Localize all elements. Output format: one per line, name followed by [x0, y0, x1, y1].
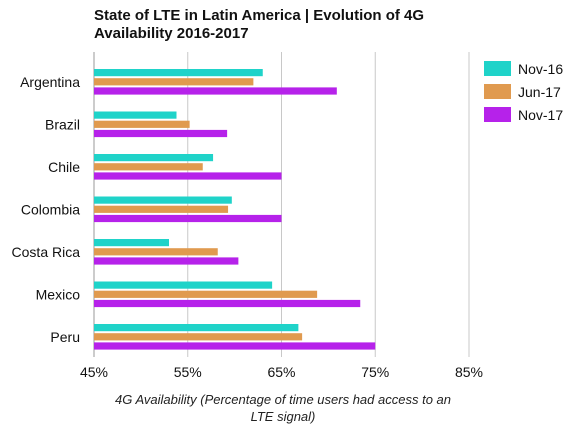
chart-title-line-2: Availability 2016-2017: [94, 25, 249, 42]
gridlines: [93, 52, 470, 357]
bar-peru-jun-17: [94, 333, 303, 341]
category-label: Mexico: [36, 286, 81, 302]
bar-colombia-nov-17: [94, 214, 282, 223]
bar-chile-nov-16: [94, 154, 214, 162]
x-tick-label: 75%: [361, 364, 389, 380]
bar-peru-nov-16: [94, 324, 299, 332]
bar-costa-rica-nov-17: [94, 257, 239, 265]
bar-mexico-jun-17: [94, 290, 318, 298]
legend-swatch-jun-17: [484, 84, 511, 99]
legend-label-nov-17: Nov-17: [518, 107, 563, 123]
bar-mexico-nov-17: [94, 299, 361, 308]
legend-swatch-nov-16: [484, 61, 511, 76]
x-tick-labels: 45% 55% 65% 75% 85%: [80, 364, 483, 380]
bar-argentina-jun-17: [94, 78, 254, 86]
bar-argentina-nov-16: [94, 69, 263, 77]
category-label: Colombia: [21, 201, 80, 217]
bar-peru-nov-17: [94, 342, 376, 350]
bar-colombia-jun-17: [94, 205, 229, 213]
bars: [94, 69, 376, 350]
category-label: Chile: [48, 159, 80, 175]
category-label: Costa Rica: [12, 244, 81, 260]
x-tick-label: 85%: [455, 364, 483, 380]
bar-chile-jun-17: [94, 163, 203, 171]
legend-swatch-nov-17: [484, 107, 511, 122]
bar-brazil-nov-17: [94, 129, 228, 138]
bar-colombia-nov-16: [94, 196, 232, 204]
x-tick-label: 45%: [80, 364, 108, 380]
legend: Nov-16 Jun-17 Nov-17: [484, 61, 563, 123]
category-label: Argentina: [20, 74, 80, 90]
bar-brazil-jun-17: [94, 120, 190, 128]
bar-chile-nov-17: [94, 172, 282, 180]
legend-label-jun-17: Jun-17: [518, 84, 561, 100]
category-labels: Argentina Brazil Chile Colombia Costa Rica Me…: [12, 74, 81, 345]
legend-label-nov-16: Nov-16: [518, 61, 563, 77]
chart-title-line-1: State of LTE in Latin America | Evolutio…: [94, 7, 424, 24]
x-axis-label-line-2: LTE signal): [251, 409, 316, 424]
bar-mexico-nov-16: [94, 281, 273, 289]
x-axis-label-line-1: 4G Availability (Percentage of time user…: [115, 392, 451, 407]
bar-costa-rica-nov-16: [94, 239, 169, 247]
bar-costa-rica-jun-17: [94, 248, 218, 256]
x-tick-label: 55%: [174, 364, 202, 380]
category-label: Brazil: [45, 116, 80, 132]
category-label: Peru: [50, 329, 80, 345]
x-tick-label: 65%: [267, 364, 295, 380]
bar-argentina-nov-17: [94, 87, 337, 95]
bar-brazil-nov-16: [94, 111, 177, 119]
